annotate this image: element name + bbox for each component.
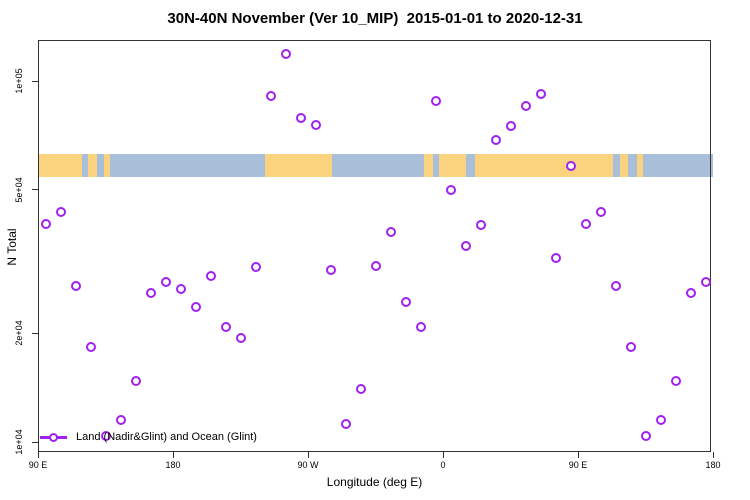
legend-line-marker [40,432,67,442]
x-axis-tick [307,452,309,458]
y-axis-label: N Total [5,228,19,266]
x-axis-tick [712,452,714,458]
x-axis-tick [172,452,174,458]
legend: Land (Nadir&Glint) and Ocean (Glint) [40,430,257,444]
y-axis-tick-label: 1e+05 [14,68,24,94]
x-axis-label: Longitude (deg E) [326,475,423,489]
x-axis-tick-label: 90 W [297,460,319,470]
x-axis-tick-label: 90 E [28,460,48,470]
legend-point-marker [49,432,58,442]
x-axis-tick-label: 180 [165,460,181,470]
x-axis-tick-label: 90 E [568,460,588,470]
x-axis-tick [577,452,579,458]
y-axis-tick-label: 5e+04 [14,177,24,203]
x-axis-tick-label: 180 [705,460,721,470]
x-axis-tick [37,452,39,458]
x-axis-tick-label: 0 [440,460,446,470]
x-axis-tick [442,452,444,458]
legend-label: Land (Nadir&Glint) and Ocean (Glint) [76,431,257,443]
y-axis-tick-label: 1e+04 [14,429,24,455]
chart-title: 30N-40N November (Ver 10_MIP) 2015-01-01… [167,10,583,27]
plot-area [38,40,711,452]
y-axis-tick-label: 2e+04 [14,320,24,346]
